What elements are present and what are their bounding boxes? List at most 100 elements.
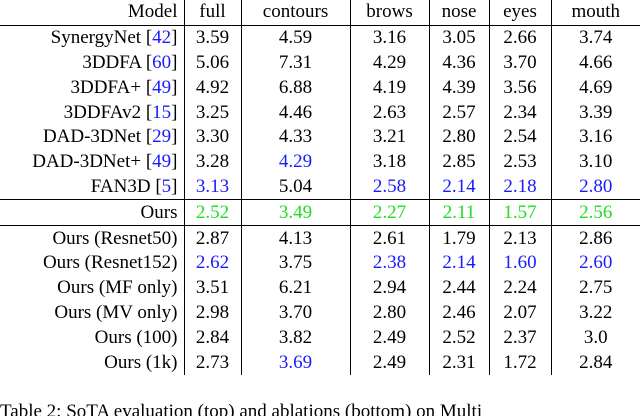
cite-bracket-open: [ <box>141 76 153 98</box>
cite-bracket-open: [ <box>141 101 153 123</box>
brows-cell: 2.58 <box>349 174 429 200</box>
eyes-cell: 2.18 <box>488 174 551 200</box>
nose-cell: 2.11 <box>428 199 489 227</box>
eyes-cell: 2.37 <box>488 325 551 351</box>
full-cell: 2.73 <box>183 350 241 375</box>
model-name: DAD-3DNet+ <box>32 151 142 173</box>
brows-cell: 2.80 <box>349 300 429 326</box>
nose-cell: 1.79 <box>428 225 489 251</box>
model-name-cell: FAN3D [5] <box>0 175 184 200</box>
model-name-cell: DAD-3DNet [29] <box>0 125 184 150</box>
brows-cell: 2.63 <box>349 100 429 125</box>
citation-link[interactable]: 15 <box>152 101 172 123</box>
citation-link[interactable]: 60 <box>152 51 172 73</box>
full-cell: 3.25 <box>183 100 241 125</box>
cite-bracket-open: [ <box>141 126 153 148</box>
mouth-cell: 4.66 <box>550 50 640 76</box>
table-row: 3DDFA [60] 5.06 7.31 4.29 4.36 3.70 4.66 <box>0 50 640 76</box>
eyes-cell: 2.24 <box>488 275 551 301</box>
model-name: FAN3D <box>90 175 151 197</box>
eyes-cell: 3.56 <box>488 75 551 101</box>
full-cell: 3.13 <box>183 174 241 200</box>
mouth-cell: 3.74 <box>550 25 640 51</box>
eyes-cell: 2.53 <box>488 149 551 175</box>
cite-bracket-close: ] <box>171 151 178 173</box>
table-row: 3DDFA+ [49] 4.92 6.88 4.19 4.39 3.56 4.69 <box>0 75 640 101</box>
eyes-cell: 1.72 <box>488 350 551 375</box>
eyes-cell: 2.13 <box>488 225 551 251</box>
model-name: Ours (100) <box>94 326 178 348</box>
table-row: 3DDFAv2 [15] 3.25 4.46 2.63 2.57 2.34 3.39 <box>0 100 640 125</box>
full-cell: 3.30 <box>183 124 241 150</box>
nose-cell: 2.46 <box>428 300 489 326</box>
contours-cell: 3.70 <box>240 300 350 326</box>
header-eyes: eyes <box>488 0 551 26</box>
model-name-cell: Ours <box>0 199 184 227</box>
mouth-cell: 2.75 <box>550 275 640 301</box>
nose-cell: 2.85 <box>428 149 489 175</box>
brows-cell: 3.16 <box>349 25 429 51</box>
model-name: Ours (Resnet152) <box>42 252 178 274</box>
model-name: SynergyNet <box>50 27 142 49</box>
brows-cell: 2.27 <box>349 199 429 227</box>
model-name: Ours (1k) <box>104 351 178 373</box>
cite-bracket-open: [ <box>141 151 153 173</box>
header-brows: brows <box>349 0 429 26</box>
mouth-cell: 2.56 <box>550 199 640 227</box>
table-row: SynergyNet [42] 3.59 4.59 3.16 3.05 2.66 3.74 <box>0 25 640 51</box>
table-row: Ours (Resnet152) 2.62 3.75 2.38 2.14 1.60 2.60 <box>0 250 640 276</box>
model-name-cell: 3DDFA [60] <box>0 51 184 76</box>
contours-cell: 6.88 <box>240 75 350 101</box>
nose-cell: 2.14 <box>428 250 489 276</box>
table-row: DAD-3DNet+ [49] 3.28 4.29 3.18 2.85 2.53 3.10 <box>0 149 640 175</box>
model-name-cell: SynergyNet [42] <box>0 25 184 50</box>
cite-bracket-close: ] <box>171 126 178 148</box>
cite-bracket-open: [ <box>150 175 162 197</box>
table-caption: Table 2: SoTA evaluation (top) and ablat… <box>0 400 640 416</box>
table-row: Ours (MV only) 2.98 3.70 2.80 2.46 2.07 3.22 <box>0 300 640 326</box>
table-row: FAN3D [5] 3.13 5.04 2.58 2.14 2.18 2.80 <box>0 174 640 200</box>
model-name-cell: DAD-3DNet+ [49] <box>0 150 184 175</box>
brows-cell: 4.29 <box>349 50 429 76</box>
nose-cell: 2.80 <box>428 124 489 150</box>
model-name: Ours (Resnet50) <box>52 227 178 249</box>
mouth-cell: 3.10 <box>550 149 640 175</box>
model-name: 3DDFAv2 <box>63 101 142 123</box>
model-name-cell: Ours (1k) <box>0 350 184 375</box>
brows-cell: 2.94 <box>349 275 429 301</box>
eyes-cell: 1.60 <box>488 250 551 276</box>
caption-text: Table 2: SoTA evaluation (top) and ablat… <box>0 401 483 416</box>
nose-cell: 2.52 <box>428 325 489 351</box>
brows-cell: 2.49 <box>349 325 429 351</box>
nose-cell: 2.44 <box>428 275 489 301</box>
model-name: 3DDFA+ <box>70 76 142 98</box>
eyes-cell: 2.34 <box>488 100 551 125</box>
mouth-cell: 3.22 <box>550 300 640 326</box>
full-cell: 3.59 <box>183 25 241 51</box>
cite-bracket-close: ] <box>171 51 178 73</box>
full-cell: 2.87 <box>183 225 241 251</box>
model-name: 3DDFA <box>82 51 142 73</box>
eyes-cell: 3.70 <box>488 50 551 76</box>
header-full: full <box>183 0 241 26</box>
contours-cell: 4.33 <box>240 124 350 150</box>
cite-bracket-close: ] <box>171 175 178 197</box>
contours-cell: 4.13 <box>240 225 350 251</box>
contours-cell: 4.29 <box>240 149 350 175</box>
mouth-cell: 2.84 <box>550 350 640 375</box>
citation-link[interactable]: 49 <box>152 151 172 173</box>
citation-link[interactable]: 29 <box>152 126 172 148</box>
table-row: DAD-3DNet [29] 3.30 4.33 3.21 2.80 2.54 3.16 <box>0 124 640 150</box>
results-table: Model full contours brows nose eyes mout… <box>0 0 640 375</box>
model-name-cell: 3DDFAv2 [15] <box>0 100 184 125</box>
cite-bracket-open: [ <box>141 27 153 49</box>
model-name: Ours <box>140 201 178 223</box>
citation-link[interactable]: 5 <box>161 175 172 197</box>
nose-cell: 3.05 <box>428 25 489 51</box>
citation-link[interactable]: 49 <box>152 76 172 98</box>
mouth-cell: 3.39 <box>550 100 640 125</box>
cite-bracket-close: ] <box>171 76 178 98</box>
cite-bracket-close: ] <box>171 27 178 49</box>
nose-cell: 4.36 <box>428 50 489 76</box>
citation-link[interactable]: 42 <box>152 27 172 49</box>
